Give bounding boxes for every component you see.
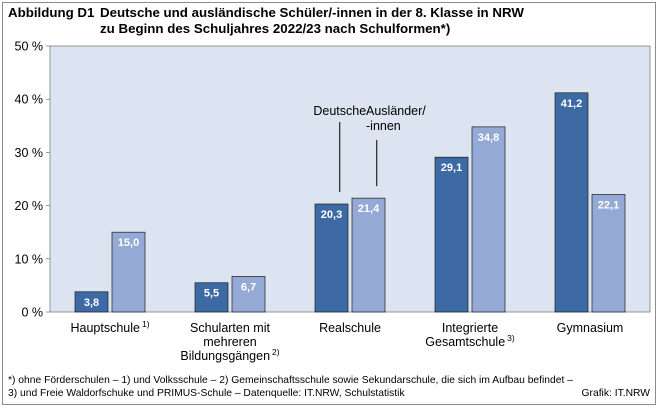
data-label: 34,8	[478, 132, 499, 144]
data-label: 3,8	[84, 297, 99, 309]
bar	[351, 197, 386, 313]
data-label: 22,1	[598, 199, 619, 211]
figure-number: Abbildung D1	[8, 5, 95, 20]
x-tick-label: Hauptschule 1)	[70, 319, 149, 335]
legend-label: -innen	[366, 119, 401, 133]
y-tick-label: 50 %	[15, 40, 44, 54]
data-label: 5,5	[204, 288, 219, 300]
y-tick-label: 40 %	[15, 93, 44, 107]
legend-label: Deutsche	[313, 104, 366, 118]
bar	[471, 126, 506, 313]
data-label: 29,1	[441, 162, 462, 174]
bar	[591, 194, 626, 313]
chart-title: Abbildung D1 Deutsche und ausländische Sc…	[8, 5, 524, 37]
bar	[194, 282, 229, 313]
plot-area	[49, 45, 651, 313]
title-line-2: zu Beginn des Schuljahres 2022/23 nach S…	[100, 21, 451, 36]
data-label: 41,2	[561, 98, 582, 110]
y-tick-label: 30 %	[15, 146, 44, 160]
y-tick-label: 0 %	[21, 306, 43, 320]
x-tick-label: mehreren	[203, 335, 257, 349]
data-label: 15,0	[118, 237, 139, 249]
title-line-1: Deutsche und ausländische Schüler/-innen…	[100, 5, 524, 20]
x-tick-label: Gesamtschule 3)	[425, 333, 515, 349]
x-tick-label: Realschule	[319, 321, 381, 335]
bar	[434, 156, 469, 313]
footnote: *) ohne Förderschulen – 1) und Volksschu…	[8, 374, 573, 400]
x-tick-label: Schularten mit	[190, 321, 270, 335]
x-tick-label: Gymnasium	[557, 321, 624, 335]
graphic-credit: Grafik: IT.NRW	[581, 388, 650, 399]
bar	[231, 276, 266, 313]
x-tick-label: Integrierte	[442, 321, 498, 335]
footnote-line-1: *) ohne Förderschulen – 1) und Volksschu…	[8, 375, 573, 386]
data-label: 20,3	[321, 209, 342, 221]
x-tick-label: Bildungsgängen 2)	[180, 347, 279, 363]
bar	[314, 203, 349, 313]
legend-label: Ausländer/	[366, 104, 426, 118]
y-tick-label: 10 %	[15, 252, 44, 266]
bar	[554, 92, 589, 313]
data-label: 6,7	[241, 281, 256, 293]
y-tick-label: 20 %	[15, 199, 44, 213]
bar	[111, 231, 146, 313]
footnote-line-2: 3) und Freie Waldorfschuke und PRIMUS-Sc…	[8, 388, 405, 399]
data-label: 21,4	[358, 203, 380, 215]
bar	[74, 291, 109, 313]
